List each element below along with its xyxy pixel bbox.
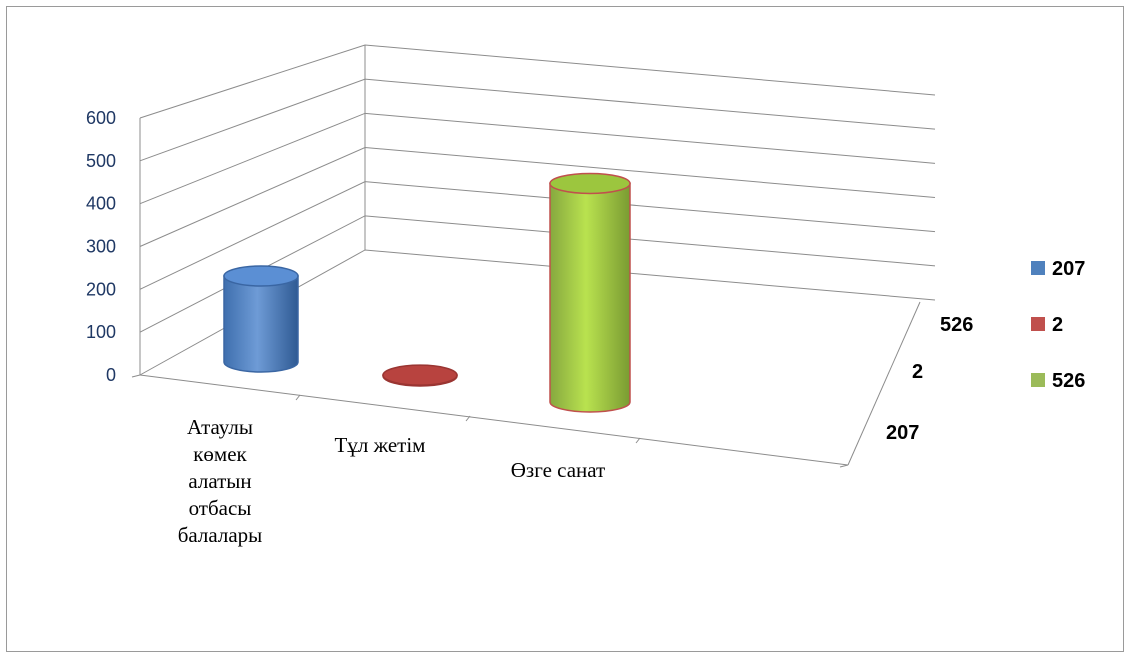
- legend-swatch: [1031, 317, 1045, 331]
- bar-526: [549, 172, 631, 413]
- y-tick-label: 0: [106, 365, 116, 385]
- legend-item: 2: [1031, 314, 1063, 336]
- legend-swatch: [1031, 373, 1045, 387]
- y-tick-label: 200: [86, 279, 116, 299]
- legend-label: 207: [1052, 258, 1085, 280]
- y-tick-label: 300: [86, 237, 116, 257]
- gridline: [139, 44, 936, 119]
- x-tick: [295, 394, 301, 401]
- legend-label: 2: [1052, 314, 1063, 336]
- category-label: Тұл жетім: [335, 433, 426, 457]
- x-axis-line: [139, 374, 849, 466]
- category-label: Атаулы көмек алатын отбасы балалары: [178, 415, 263, 547]
- gridline: [139, 112, 936, 205]
- x-tick: [465, 415, 471, 422]
- bar-top: [549, 172, 631, 195]
- depth-label: 2: [912, 361, 923, 383]
- legend-item: 526: [1031, 370, 1085, 392]
- legend-item: 207: [1031, 258, 1085, 280]
- bar-2: [382, 364, 458, 387]
- depth-label: 526: [940, 314, 973, 336]
- x-tick: [635, 437, 641, 444]
- bar-body: [223, 275, 299, 373]
- y-tick-label: 100: [86, 322, 116, 342]
- depth-axis-line: [847, 301, 921, 466]
- legend-label: 526: [1052, 370, 1085, 392]
- legend: 207 2 526: [1031, 258, 1085, 392]
- legend-swatch: [1031, 261, 1045, 275]
- y-tick-label: 500: [86, 151, 116, 171]
- x-tick: [131, 374, 141, 378]
- bar-top: [223, 265, 299, 287]
- depth-label: 207: [886, 422, 919, 444]
- x-tick: [839, 464, 849, 468]
- bar-207: [223, 265, 299, 373]
- gridline: [139, 78, 936, 162]
- category-label: Өзге санат: [511, 458, 605, 482]
- bar-top: [382, 364, 458, 386]
- bar-body: [549, 182, 631, 413]
- y-tick-label: 600: [86, 108, 116, 128]
- y-tick-label: 400: [86, 194, 116, 214]
